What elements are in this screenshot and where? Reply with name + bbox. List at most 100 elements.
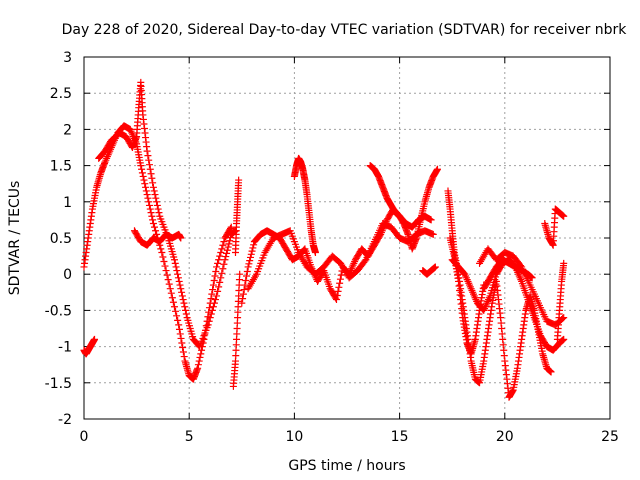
data-point <box>427 216 435 224</box>
data-point <box>215 256 223 264</box>
series-trace-14 <box>446 234 488 358</box>
data-point <box>429 230 437 238</box>
data-point <box>209 303 217 311</box>
data-point <box>138 165 146 173</box>
y-tick-label: 1.5 <box>50 159 72 175</box>
data-point <box>226 224 234 232</box>
data-point <box>155 209 163 217</box>
data-point <box>336 279 344 287</box>
series-trace-1 <box>80 122 235 383</box>
x-tick-label: 0 <box>80 429 89 445</box>
data-point <box>196 353 204 361</box>
y-tick-label: 2 <box>63 122 72 138</box>
data-point <box>245 260 253 268</box>
data-point <box>178 339 186 347</box>
data-point <box>178 292 186 300</box>
data-point <box>238 299 246 307</box>
series-trace-18 <box>553 259 568 343</box>
data-point <box>179 344 187 352</box>
data-point <box>150 223 158 231</box>
data-point <box>141 180 149 188</box>
data-point <box>162 267 170 275</box>
data-point <box>182 310 190 318</box>
y-tick-label: 0.5 <box>50 231 72 247</box>
data-point <box>218 245 226 253</box>
data-point <box>528 274 536 282</box>
data-point <box>169 298 177 306</box>
data-point <box>204 321 212 329</box>
data-point <box>225 240 233 248</box>
data-point <box>197 350 205 358</box>
data-point <box>180 299 188 307</box>
data-point <box>179 296 187 304</box>
x-tick-label: 5 <box>185 429 194 445</box>
data-point <box>337 271 345 279</box>
data-point <box>173 312 181 320</box>
data-point <box>239 295 247 303</box>
data-point <box>160 258 168 266</box>
data-point <box>143 191 151 199</box>
data-point <box>151 191 159 199</box>
data-point <box>559 315 567 323</box>
data-point <box>223 246 231 254</box>
data-point <box>335 283 343 291</box>
y-tick-label: -1.5 <box>45 376 72 392</box>
y-tick-label: -2 <box>58 412 72 428</box>
series-trace-12 <box>444 187 555 401</box>
data-point <box>547 368 555 376</box>
x-axis-label: GPS time / hours <box>288 458 405 474</box>
data-point <box>226 237 234 245</box>
data-point <box>163 271 171 279</box>
data-point <box>159 253 167 261</box>
data-point <box>205 317 213 325</box>
data-point <box>250 241 258 249</box>
data-point <box>240 286 248 294</box>
data-point <box>222 253 230 261</box>
data-point <box>146 165 154 173</box>
data-point <box>213 263 221 271</box>
data-point <box>182 306 190 314</box>
data-point <box>218 269 226 277</box>
chart-title: Day 228 of 2020, Sidereal Day-to-day VTE… <box>62 22 628 38</box>
data-point <box>219 265 227 273</box>
data-point <box>153 201 161 209</box>
y-tick-label: 2.5 <box>50 86 72 102</box>
data-point <box>206 314 214 322</box>
data-point <box>216 278 224 286</box>
data-point <box>164 276 172 284</box>
data-point <box>150 187 158 195</box>
data-point <box>243 267 251 275</box>
data-point <box>194 364 202 372</box>
data-point <box>145 156 153 164</box>
data-point <box>181 303 189 311</box>
data-point <box>220 238 228 246</box>
data-point <box>146 205 154 213</box>
data-point <box>176 330 184 338</box>
data-point <box>148 174 156 182</box>
data-point <box>220 260 228 268</box>
data-point <box>246 253 254 261</box>
data-point <box>167 289 175 297</box>
data-point <box>148 212 156 220</box>
data-point <box>207 295 215 303</box>
data-point <box>166 285 174 293</box>
data-point <box>235 176 243 184</box>
data-point <box>212 267 220 275</box>
data-point <box>144 152 152 160</box>
data-point <box>140 176 148 184</box>
series-trace-11 <box>419 263 439 278</box>
y-tick-label: 1 <box>63 195 72 211</box>
data-point <box>242 277 250 285</box>
data-point <box>221 256 229 264</box>
data-point <box>153 198 161 206</box>
data-point <box>214 287 222 295</box>
data-point <box>168 294 176 302</box>
series-trace-17 <box>541 205 568 249</box>
y-axis-label: SDTVAR / TECUs <box>7 181 23 296</box>
data-point <box>239 290 247 298</box>
data-point <box>170 303 178 311</box>
data-point <box>137 162 145 170</box>
data-point <box>142 187 150 195</box>
data-point <box>334 287 342 295</box>
